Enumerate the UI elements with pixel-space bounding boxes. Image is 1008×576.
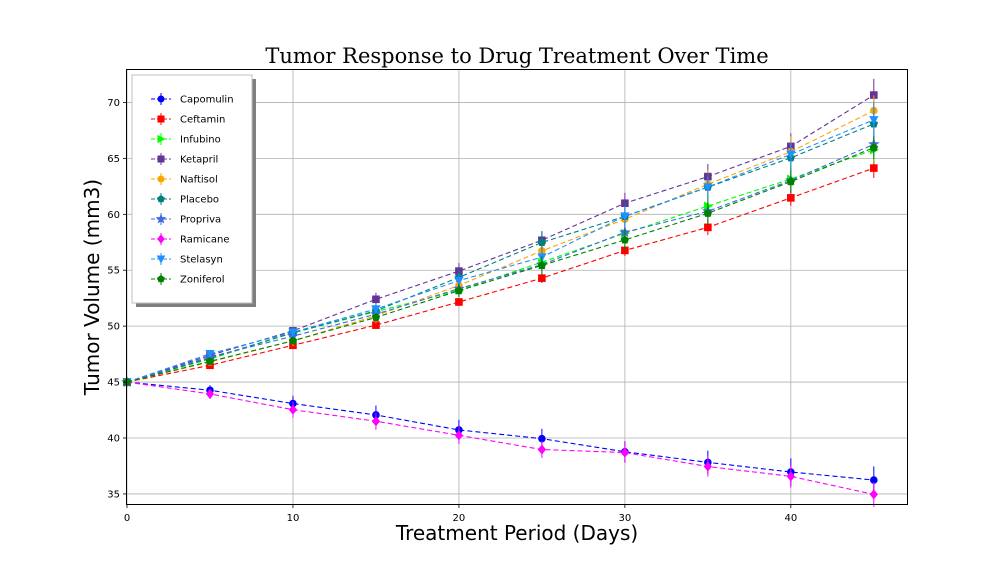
data-point	[703, 183, 713, 193]
legend-item-infubino[interactable]: Infubino	[151, 133, 221, 146]
data-point	[787, 194, 795, 202]
chart-title: Tumor Response to Drug Treatment Over Ti…	[265, 44, 768, 68]
legend-marker	[157, 95, 165, 103]
data-point	[372, 295, 380, 304]
x-tick-label: 20	[453, 513, 466, 524]
legend-marker	[157, 194, 165, 203]
legend-label: Capomulin	[180, 95, 234, 106]
legend-marker	[157, 155, 165, 163]
data-point	[869, 489, 878, 500]
legend-item-ceftamin[interactable]: Ceftamin	[151, 113, 225, 126]
series-line	[126, 381, 874, 481]
legend-item-propriva[interactable]: Propriva	[151, 213, 221, 226]
series-line	[126, 123, 875, 383]
y-tick-label: 55	[107, 266, 120, 277]
x-tick-label: 40	[784, 513, 797, 524]
y-tick-label: 40	[107, 434, 120, 445]
legend-label: Ketapril	[180, 155, 218, 166]
grid	[126, 70, 907, 504]
y-tick-label: 60	[107, 210, 120, 221]
legend-item-stelasyn[interactable]: Stelasyn	[151, 253, 223, 266]
legend-item-capomulin[interactable]: Capomulin	[151, 93, 234, 106]
legend-marker	[157, 175, 165, 183]
legend-item-placebo[interactable]: Placebo	[151, 193, 219, 206]
data-point	[703, 208, 713, 217]
y-tick-label: 35	[107, 489, 120, 500]
axis-ticks: 0 10 20 30 40 35 40 45 50 55 60 65 70	[107, 98, 797, 524]
data-point	[786, 471, 795, 482]
x-tick-label: 0	[124, 513, 130, 524]
data-point	[371, 313, 381, 321]
data-point	[538, 274, 546, 282]
series-line	[126, 143, 875, 383]
series-line	[126, 167, 874, 383]
data-point	[455, 298, 463, 306]
legend-label: Naftisol	[180, 175, 218, 186]
legend-item-naftisol[interactable]: Naftisol	[151, 173, 218, 186]
data-point	[537, 260, 547, 269]
series-capomulin	[123, 378, 878, 494]
series-line	[126, 147, 875, 383]
data-point	[620, 447, 629, 458]
legend-box	[131, 74, 253, 304]
y-tick-label: 70	[107, 98, 120, 109]
plot-frame	[126, 69, 908, 505]
legend[interactable]: Capomulin Ceftamin Infubino Ketapril Naftiso…	[131, 74, 256, 307]
data-point	[288, 328, 298, 338]
data-point	[537, 444, 547, 455]
y-tick-label: 50	[107, 322, 120, 333]
data-point	[786, 177, 796, 186]
x-tick-label: 10	[287, 513, 300, 524]
data-point	[869, 143, 879, 152]
data-point	[371, 305, 381, 315]
series-ramicane	[122, 376, 878, 507]
data-point	[205, 356, 215, 365]
legend-marker	[157, 134, 166, 144]
data-point	[371, 416, 381, 427]
data-point	[454, 286, 464, 295]
legend-label: Ramicane	[180, 235, 230, 246]
data-point	[537, 238, 547, 247]
y-axis-title: Tumor Volume (mm3)	[80, 179, 104, 396]
legend-marker	[157, 115, 165, 123]
legend-marker	[157, 234, 165, 244]
x-tick-label: 30	[619, 513, 632, 524]
legend-label: Zoniferol	[180, 275, 225, 286]
data-point	[620, 235, 630, 244]
legend-marker	[155, 213, 167, 224]
series-line	[126, 119, 875, 383]
data-point	[288, 336, 298, 345]
series-line	[126, 381, 874, 495]
data-point	[786, 150, 796, 160]
data-point	[454, 430, 464, 441]
data-point	[205, 349, 215, 359]
legend-item-ketapril[interactable]: Ketapril	[151, 153, 218, 166]
data-point	[538, 434, 546, 443]
data-point	[288, 404, 298, 415]
x-axis-title: Treatment Period (Days)	[395, 521, 638, 545]
legend-label: Infubino	[180, 135, 221, 146]
data-point	[704, 223, 712, 232]
legend-item-ramicane[interactable]: Ramicane	[151, 233, 230, 246]
y-tick-label: 65	[107, 154, 120, 165]
data-point	[620, 212, 630, 222]
legend-label: Stelasyn	[180, 255, 223, 266]
data-point	[870, 164, 878, 172]
legend-label: Placebo	[180, 195, 219, 206]
legend-marker	[157, 274, 165, 283]
legend-label: Ceftamin	[180, 115, 225, 126]
legend-marker	[156, 255, 166, 264]
y-tick-label: 45	[107, 378, 120, 389]
legend-item-zoniferol[interactable]: Zoniferol	[151, 273, 225, 286]
data-point	[703, 461, 712, 472]
data-point	[205, 388, 215, 400]
legend-label: Propriva	[180, 215, 221, 226]
data-point	[869, 116, 879, 125]
series-zoniferol	[122, 136, 879, 386]
data-point	[454, 276, 464, 286]
